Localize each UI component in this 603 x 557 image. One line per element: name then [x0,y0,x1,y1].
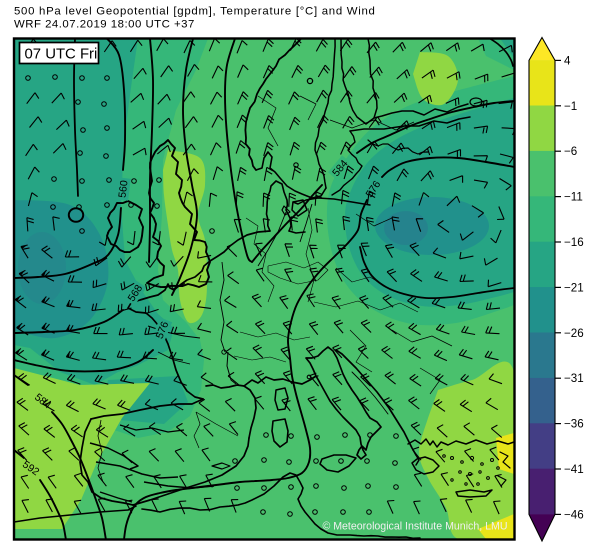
svg-text:−11: −11 [564,191,583,204]
svg-text:−46: −46 [564,508,584,521]
svg-text:WRF 24.07.2019 18:00 UTC +37: WRF 24.07.2019 18:00 UTC +37 [14,19,195,31]
svg-text:−26: −26 [564,327,584,340]
svg-text:4: 4 [564,54,571,67]
svg-text:−16: −16 [564,236,584,249]
svg-text:© Meteorological Institute Mun: © Meteorological Institute Munich, LMU [322,521,507,533]
svg-text:−6: −6 [564,145,577,158]
svg-text:−31: −31 [564,372,584,385]
svg-text:500 hPa level Geopotential [gp: 500 hPa level Geopotential [gpdm], Tempe… [14,6,376,18]
svg-text:−41: −41 [564,463,584,476]
svg-text:−1: −1 [564,100,577,113]
svg-text:560: 560 [116,179,130,198]
svg-text:−21: −21 [564,281,584,294]
svg-text:07 UTC Fri: 07 UTC Fri [25,47,98,63]
svg-text:−36: −36 [564,418,584,431]
